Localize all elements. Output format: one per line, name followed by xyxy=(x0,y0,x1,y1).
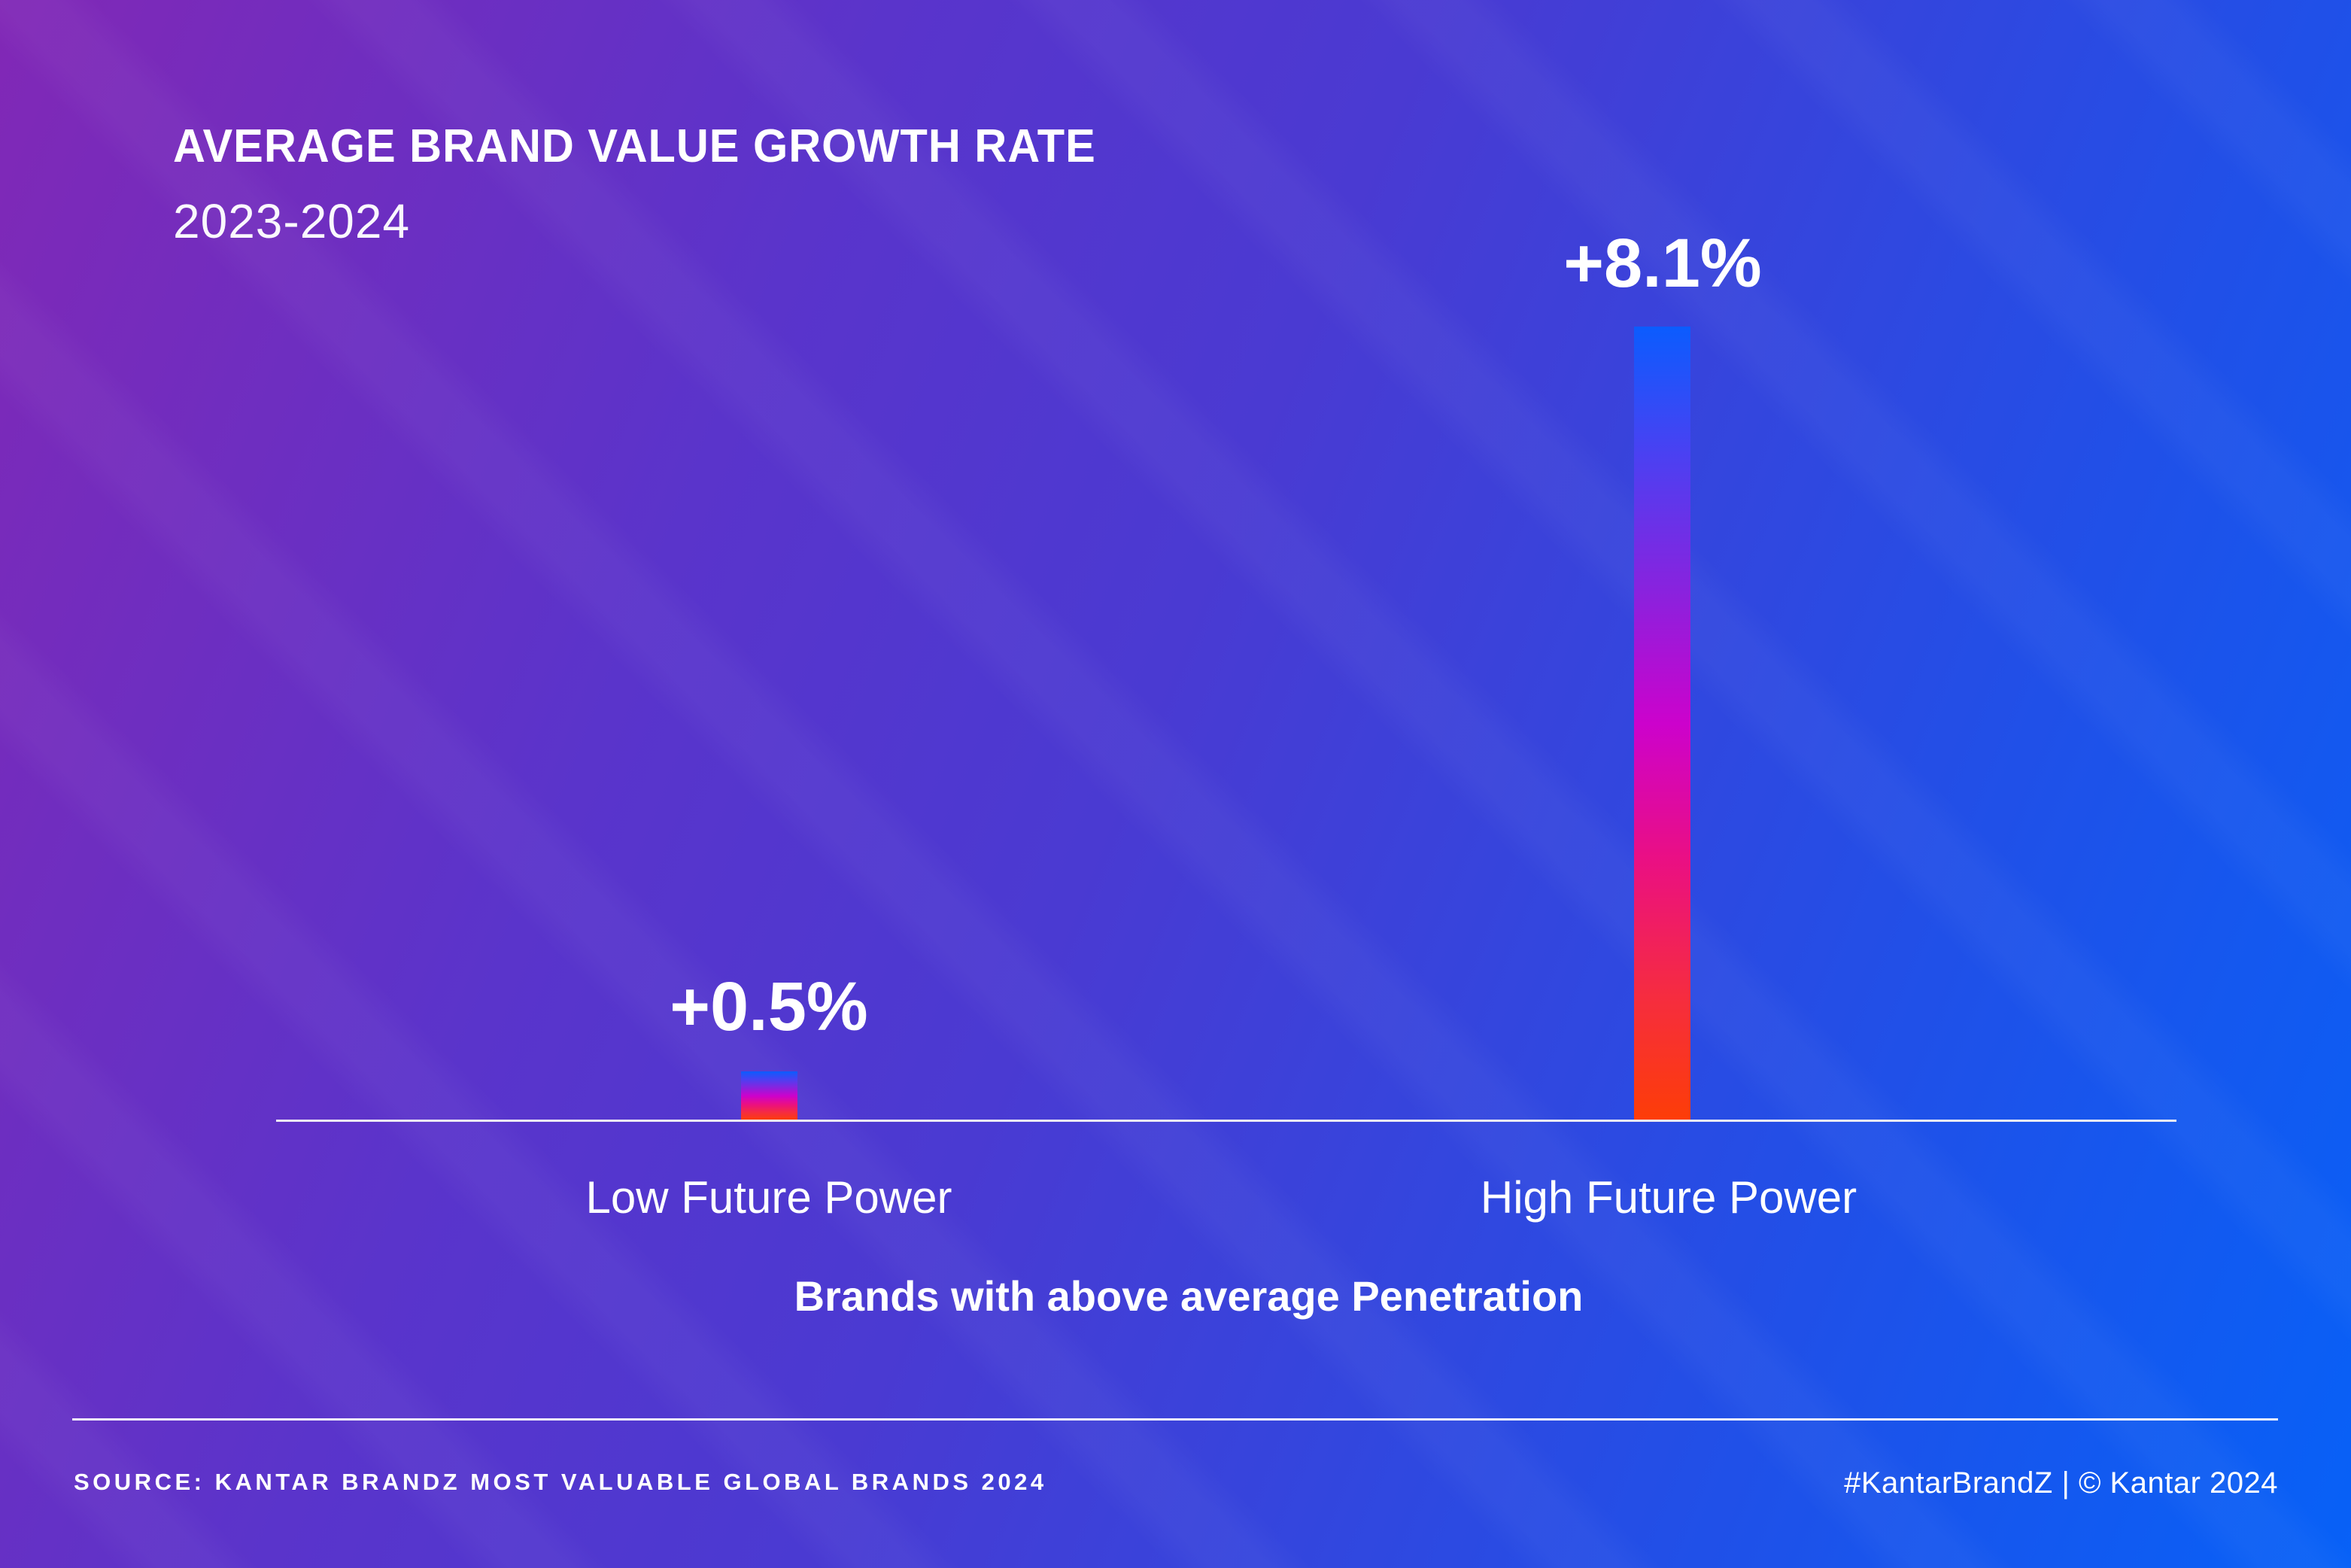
bar-high-future-power xyxy=(1634,327,1690,1120)
bar-low-future-power xyxy=(741,1071,797,1120)
x-axis-title: Brands with above average Penetration xyxy=(794,1272,1584,1320)
chart-subtitle: 2023-2024 xyxy=(173,194,411,248)
category-label-high-future-power: High Future Power xyxy=(1480,1172,1857,1223)
x-axis-line xyxy=(276,1120,2176,1122)
credit-text: #KantarBrandZ | © Kantar 2024 xyxy=(1844,1466,2278,1500)
bar-value-label-high: +8.1% xyxy=(1563,225,1762,302)
source-text: SOURCE: KANTAR BRANDZ MOST VALUABLE GLOB… xyxy=(74,1469,1047,1495)
category-label-low-future-power: Low Future Power xyxy=(585,1172,952,1223)
footer-divider xyxy=(72,1418,2278,1421)
bar-value-label-low: +0.5% xyxy=(670,968,868,1045)
chart-title: AVERAGE BRAND VALUE GROWTH RATE xyxy=(173,120,1096,172)
